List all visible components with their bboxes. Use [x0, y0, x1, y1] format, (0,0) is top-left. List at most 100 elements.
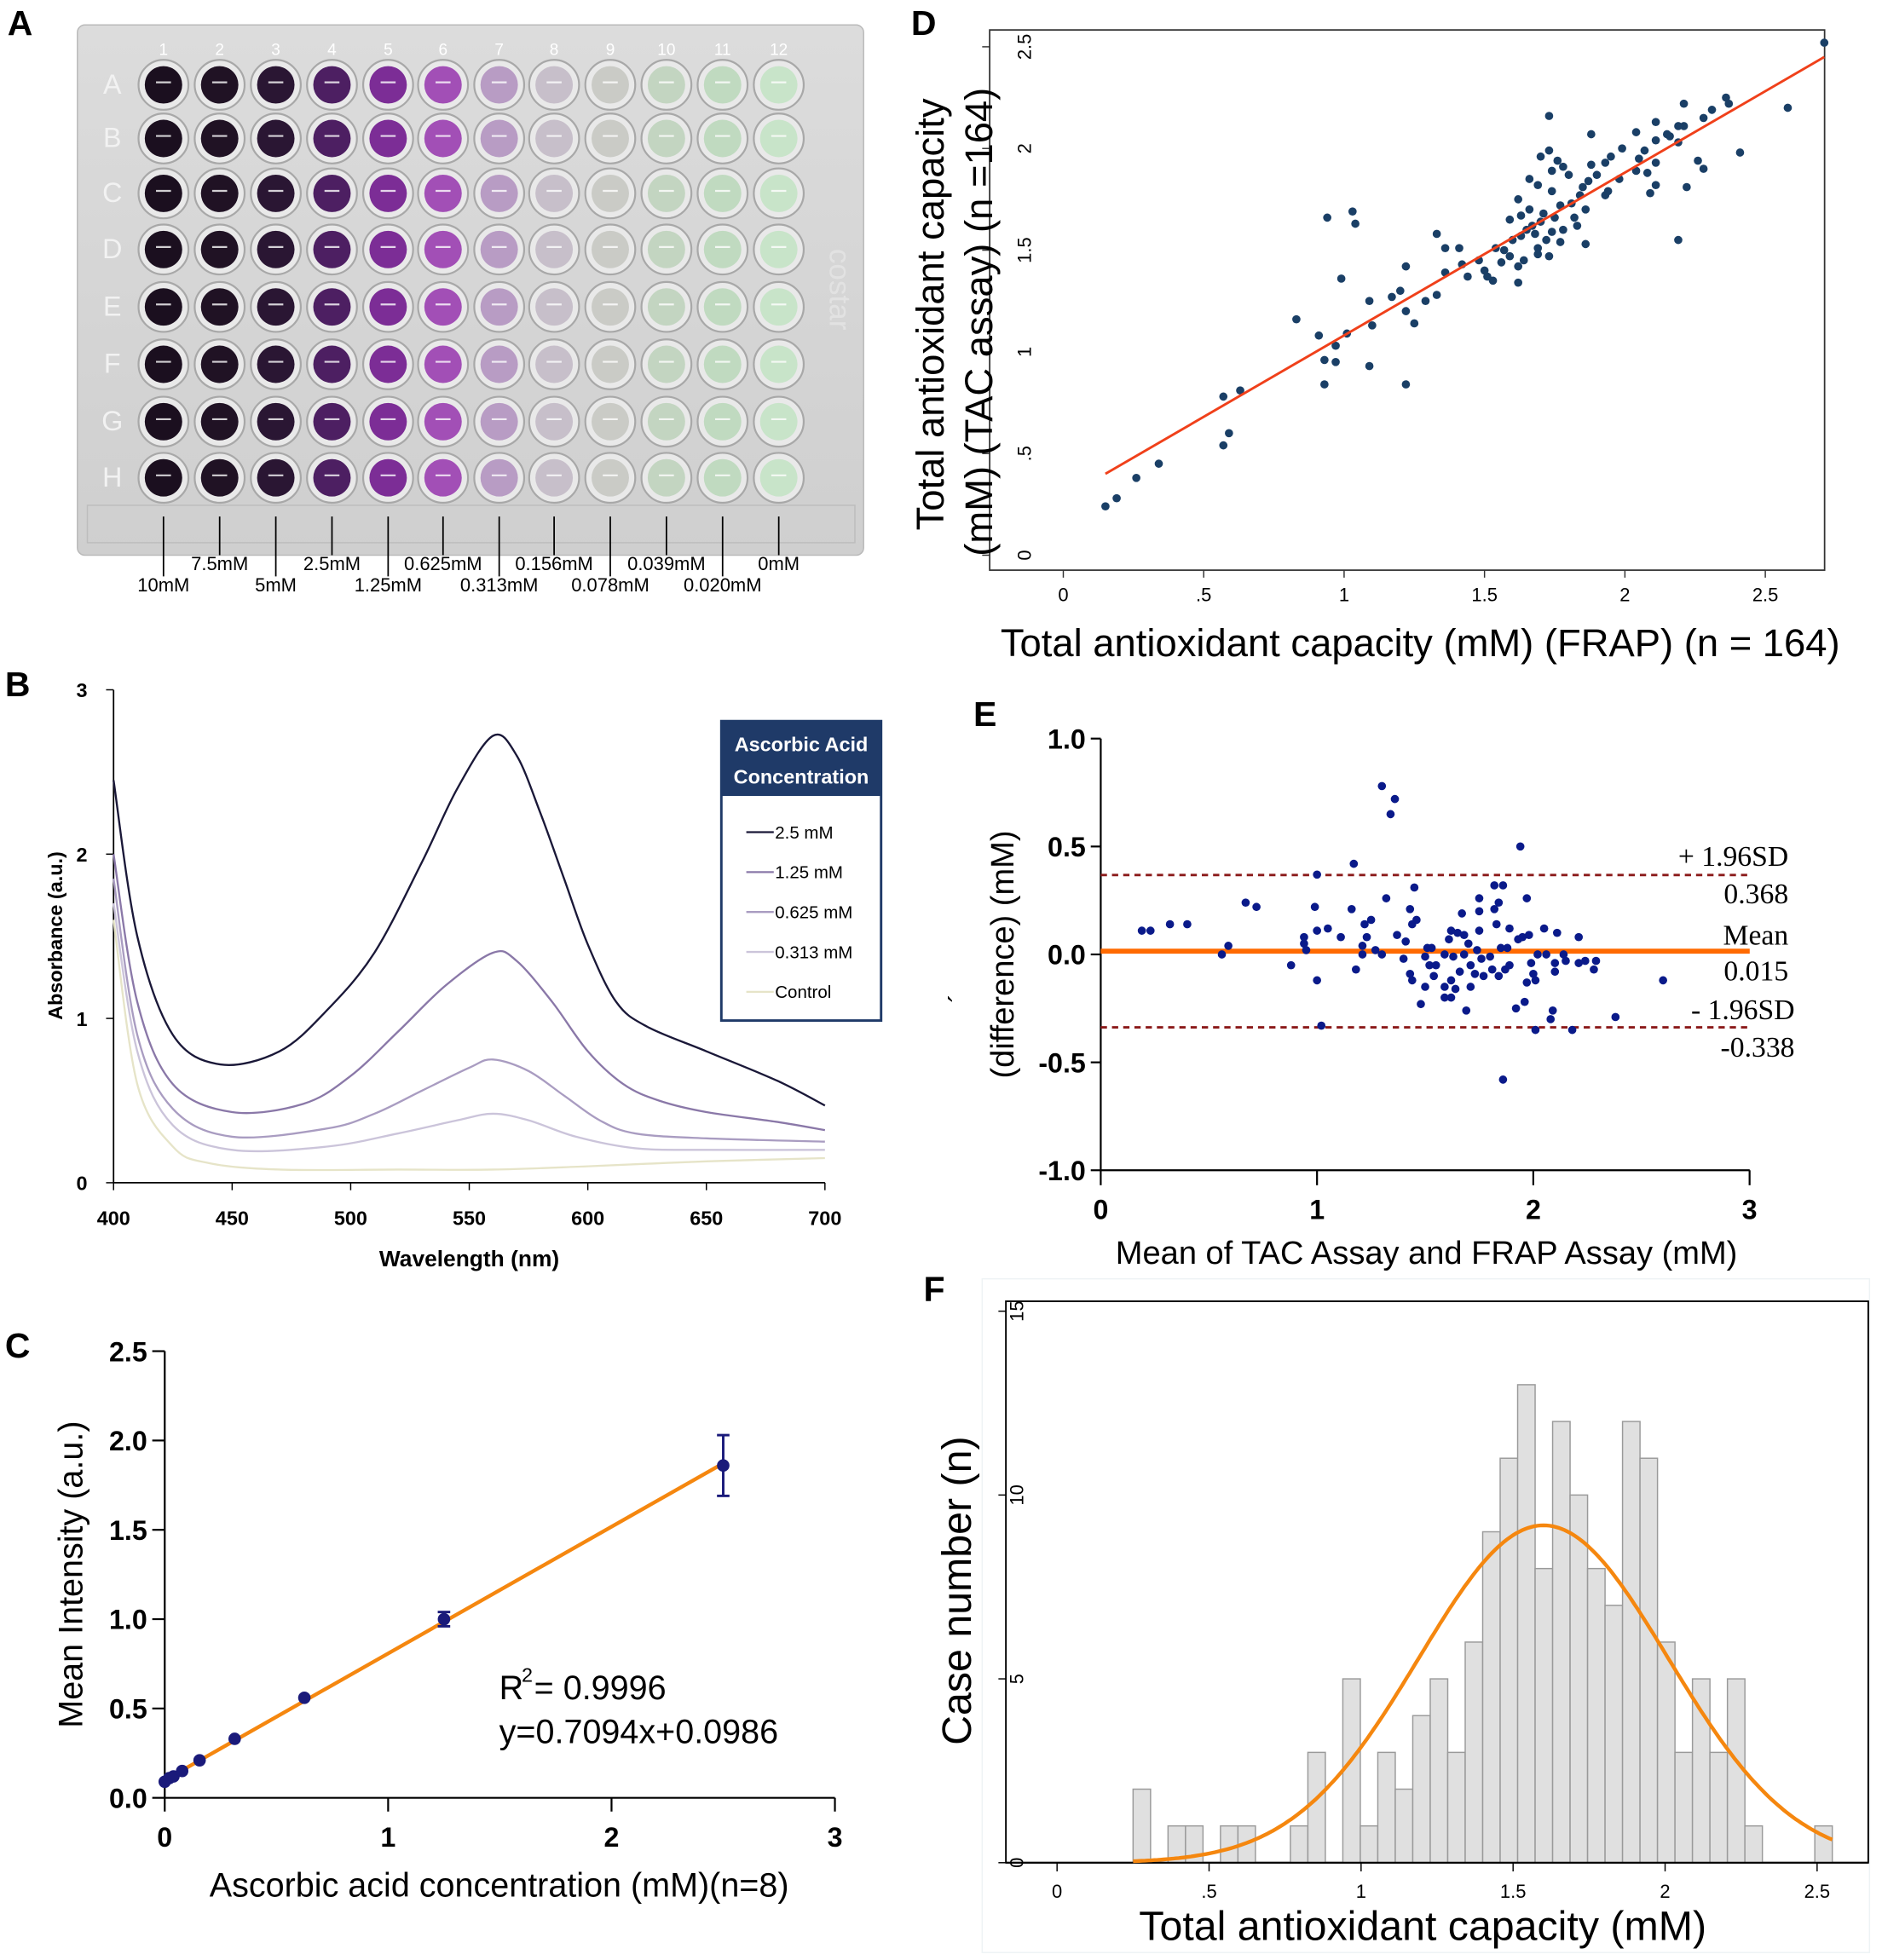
y-tick-label: 0	[76, 1173, 87, 1195]
legend-entry: 0.313 mM	[775, 943, 852, 962]
data-point	[1183, 919, 1192, 929]
data-point	[1511, 1004, 1521, 1013]
well-liquid	[200, 119, 239, 158]
panel-b-spectra-chart: 400 450 500 550 600 650 700 0 1 2 3 Wavelength (nm)…	[44, 679, 883, 1271]
well-liquid	[144, 66, 182, 104]
y-axis-label: Case number (n)	[934, 1436, 980, 1744]
data-point	[1154, 459, 1163, 468]
data-point	[1393, 931, 1401, 940]
data-point	[193, 1754, 206, 1767]
data-point	[1241, 898, 1250, 908]
data-point	[1390, 794, 1400, 804]
well-liquid	[424, 345, 462, 383]
histogram-bar	[1621, 1421, 1641, 1864]
data-point	[1458, 909, 1467, 918]
row-letter: E	[103, 291, 121, 321]
limit-label-mean-value: 0.015	[1723, 956, 1788, 988]
data-point	[1539, 209, 1548, 218]
y-tick-label: 1	[1013, 347, 1035, 357]
well-liquid	[313, 402, 351, 441]
data-point	[1475, 907, 1484, 916]
y-axis-label: Total antioxidant capacity	[909, 98, 952, 530]
panel-a-well-plate: 1 2 3 4 5 6 7 8 9 10 11 12ABCDEFGHcostar10mM7.5mM5m…	[77, 24, 864, 596]
y-tick-label: 0.5	[109, 1694, 147, 1725]
data-point	[1358, 942, 1367, 950]
panel-letter-f: F	[924, 1270, 945, 1309]
data-point	[1592, 170, 1602, 180]
data-point	[1525, 175, 1534, 183]
data-point	[1519, 256, 1528, 265]
data-point	[1735, 148, 1745, 157]
data-point	[1386, 810, 1395, 819]
y-tick-label: 1.0	[1048, 723, 1086, 754]
data-point	[1302, 946, 1311, 954]
data-point	[1410, 319, 1419, 328]
data-point	[1407, 976, 1417, 985]
data-point	[1132, 473, 1140, 482]
legend-entry: 0.625 mM	[775, 903, 852, 923]
data-point	[1651, 135, 1660, 145]
data-point	[1453, 928, 1462, 937]
column-number: 6	[438, 41, 447, 59]
data-point	[1224, 942, 1233, 950]
well-liquid	[592, 174, 629, 212]
data-point	[1520, 997, 1529, 1006]
data-point	[1399, 954, 1408, 963]
data-point	[1451, 984, 1460, 994]
data-point	[1514, 195, 1523, 204]
data-point	[1533, 950, 1542, 959]
histogram-bar	[1709, 1751, 1729, 1864]
x-tick-label: 2	[1619, 585, 1630, 606]
data-point	[1449, 952, 1458, 961]
well-liquid	[257, 119, 295, 158]
well-liquid	[369, 230, 407, 268]
data-point	[1292, 314, 1301, 324]
well-liquid	[703, 119, 742, 158]
y-axis-label: Absorbance (a.u.)	[44, 851, 66, 1020]
y-tick-label: -1.0	[1038, 1156, 1086, 1186]
histogram-bar	[1394, 1788, 1414, 1864]
r-squared-annotation: R	[499, 1669, 524, 1707]
concentration-label: 5mM	[255, 574, 297, 596]
data-point	[1377, 781, 1387, 791]
histogram-bar	[1586, 1567, 1606, 1864]
data-point	[1313, 926, 1321, 935]
data-point	[1320, 380, 1329, 389]
column-number: 8	[550, 41, 559, 59]
data-point	[1146, 926, 1155, 935]
data-point	[1412, 915, 1421, 925]
well-liquid	[144, 119, 182, 158]
well-liquid	[703, 402, 742, 441]
well-liquid	[257, 345, 295, 383]
well-liquid	[313, 174, 351, 212]
data-point	[1524, 931, 1533, 940]
data-point	[1533, 250, 1543, 259]
data-point	[1455, 967, 1464, 977]
legend-entry: Control	[775, 983, 831, 1002]
concentration-label: 0.156mM	[515, 553, 593, 574]
data-point	[1446, 926, 1456, 935]
well-liquid	[144, 458, 182, 497]
histogram-bar	[1446, 1751, 1466, 1864]
well-liquid	[480, 345, 518, 383]
well-liquid	[703, 288, 742, 326]
well-liquid	[144, 345, 182, 383]
data-point	[1518, 932, 1527, 942]
data-point	[1607, 152, 1615, 161]
data-point	[1564, 170, 1573, 180]
limit-label-mean: Mean	[1723, 919, 1789, 951]
data-point	[1547, 187, 1556, 196]
data-point	[1368, 321, 1377, 330]
x-tick-label: 1.5	[1500, 1881, 1527, 1902]
well-liquid	[759, 66, 798, 104]
limit-label-upper-value: 0.368	[1723, 879, 1788, 910]
data-point	[1505, 215, 1515, 224]
data-point	[1498, 1075, 1508, 1084]
y-axis-label: Mean Intensity (a.u.)	[53, 1421, 90, 1728]
data-point	[1552, 928, 1562, 937]
y-tick-label: 3	[76, 679, 87, 701]
well-liquid	[535, 66, 574, 104]
data-point	[1459, 931, 1469, 940]
data-point	[1347, 904, 1356, 914]
plot-frame	[989, 29, 1826, 571]
